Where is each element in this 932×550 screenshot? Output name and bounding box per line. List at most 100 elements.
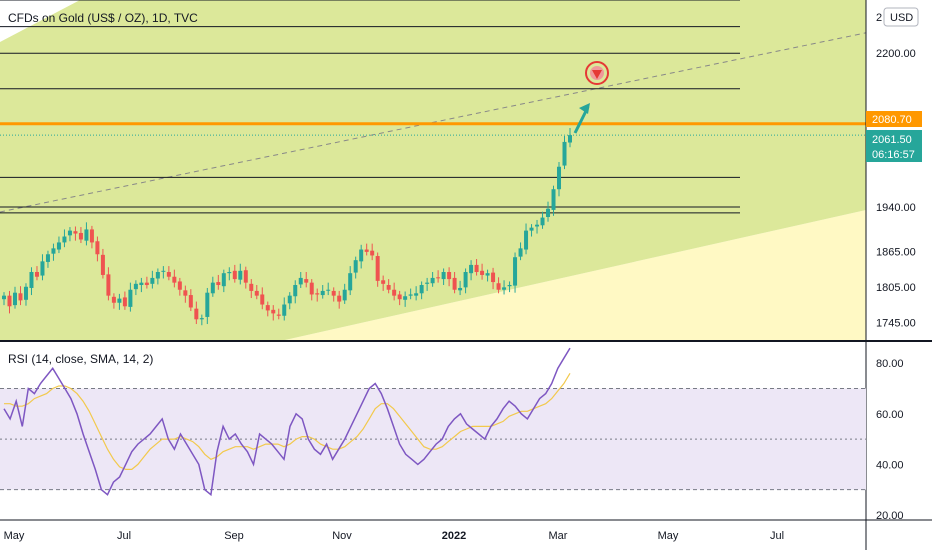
candle-body <box>364 249 369 252</box>
candle-body <box>62 236 67 243</box>
candle-body <box>436 277 441 279</box>
price-tick-label: 1940.00 <box>876 202 916 214</box>
candle-body <box>359 249 364 262</box>
candle-body <box>249 283 254 291</box>
candle-body <box>513 257 518 286</box>
last-price-value: 2061.50 <box>872 134 912 146</box>
time-label: Jul <box>117 530 131 542</box>
time-label: Mar <box>549 530 568 542</box>
candle-body <box>342 289 347 301</box>
candle-body <box>469 264 474 274</box>
candle-body <box>496 283 501 290</box>
candle-body <box>51 248 56 254</box>
candle-body <box>392 289 397 296</box>
rsi-tick-label: 60.00 <box>876 409 904 421</box>
candle-body <box>507 285 512 287</box>
candle-body <box>430 277 435 284</box>
candle-body <box>452 277 457 290</box>
candle-body <box>18 293 23 301</box>
candle-body <box>29 272 34 288</box>
candle-body <box>34 272 39 277</box>
candle-body <box>40 261 45 276</box>
candle-body <box>172 276 177 283</box>
svg-text:2080.70: 2080.70 <box>872 114 912 126</box>
price-axis <box>866 0 932 340</box>
rsi-ticks: 80.00 60.00 40.00 20.00 <box>876 358 904 522</box>
candle-body <box>73 231 78 234</box>
candle-body <box>315 293 320 295</box>
time-label: Sep <box>224 530 244 542</box>
candle-body <box>298 277 303 285</box>
time-label: Nov <box>332 530 352 542</box>
bar-countdown: 06:16:57 <box>872 149 915 161</box>
candle-body <box>128 289 133 307</box>
candle-body <box>12 292 17 306</box>
candle-body <box>205 292 210 317</box>
candle-body <box>23 286 28 300</box>
candle-body <box>551 189 556 210</box>
candle-body <box>540 217 545 226</box>
horizontal-levels <box>0 0 866 214</box>
candle-body <box>474 264 479 272</box>
target-down-arrow-icon <box>585 61 609 85</box>
time-label: 2022 <box>442 530 466 542</box>
candle-body <box>502 287 507 290</box>
candle-body <box>260 294 265 305</box>
candle-body <box>403 296 408 300</box>
candle-body <box>144 282 149 286</box>
candle-body <box>7 295 12 307</box>
candle-body <box>419 285 424 294</box>
candle-body <box>309 282 314 295</box>
time-label: Jul <box>770 530 784 542</box>
channel-fill <box>0 0 866 340</box>
candle-body <box>133 283 138 290</box>
candle-body <box>45 254 50 262</box>
candle-body <box>254 290 259 296</box>
candle-body <box>491 272 496 283</box>
candle-body <box>397 294 402 300</box>
candle-body <box>122 297 127 307</box>
candle-body <box>331 290 336 296</box>
candle-body <box>67 230 72 236</box>
candle-body <box>370 250 375 256</box>
candle-body <box>155 272 160 279</box>
candle-body <box>106 274 111 296</box>
price-tick-label: 2200.00 <box>876 48 916 60</box>
candles <box>2 128 572 326</box>
candle-body <box>216 282 221 286</box>
candle-body <box>463 272 468 288</box>
candle-body <box>568 135 572 143</box>
rsi-guides <box>0 388 866 491</box>
candle-body <box>485 273 490 276</box>
rsi-tick-label: 40.00 <box>876 459 904 471</box>
time-label: May <box>4 530 25 542</box>
candle-body <box>150 277 155 284</box>
candle-body <box>177 281 182 290</box>
candle-body <box>375 256 380 281</box>
candle-body <box>562 141 567 166</box>
candle-body <box>56 242 61 250</box>
rsi-line <box>3 347 571 497</box>
candle-body <box>117 298 122 303</box>
candle-body <box>271 309 276 314</box>
candle-body <box>381 280 386 284</box>
rsi-title: RSI (14, close, SMA, 14, 2) <box>8 352 153 366</box>
candle-body <box>441 272 446 280</box>
candle-body <box>194 308 199 320</box>
price-tick-label: 1865.00 <box>876 246 916 258</box>
rsi-tick-label: 80.00 <box>876 358 904 370</box>
candle-body <box>304 279 309 283</box>
candle-body <box>518 248 523 257</box>
candle-body <box>287 295 292 304</box>
currency-button[interactable]: USD <box>883 7 919 27</box>
up-arrow-icon <box>573 103 590 134</box>
candle-body <box>524 230 529 250</box>
last-price-tag: 2061.50 06:16:57 <box>866 130 922 162</box>
candle-body <box>480 270 485 275</box>
time-axis: May Jul Sep Nov 2022 Mar May Jul <box>4 530 784 542</box>
candle-body <box>458 287 463 291</box>
candle-body <box>89 229 94 243</box>
candle-body <box>238 270 243 280</box>
candle-body <box>183 290 188 296</box>
